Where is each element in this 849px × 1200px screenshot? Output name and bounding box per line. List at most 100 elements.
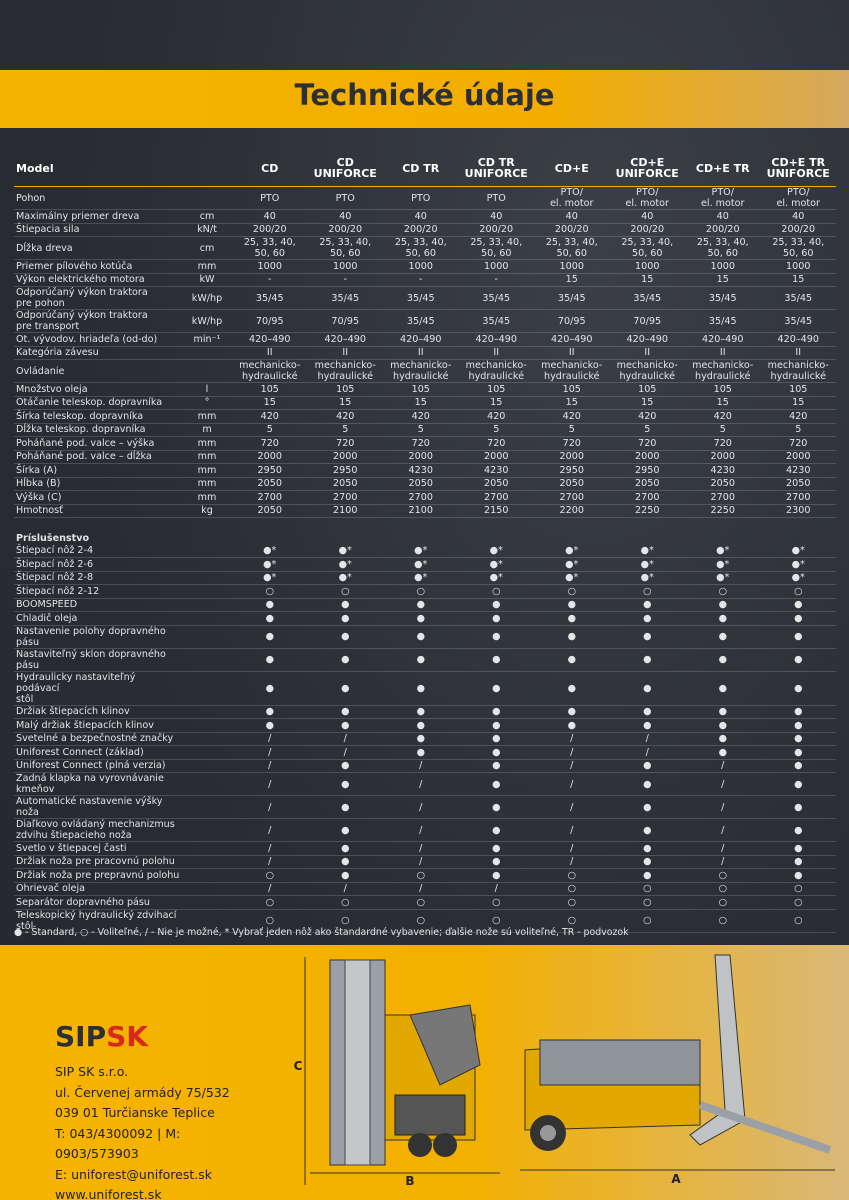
cell: - (383, 273, 459, 287)
cell: ○ (383, 895, 459, 910)
cell: / (685, 759, 761, 773)
row-label: Uniforest Connect (plná verzia) (14, 759, 182, 773)
cell: / (383, 772, 459, 796)
row-label: Štiepacia sila (14, 223, 182, 237)
cell: ● (232, 718, 308, 733)
cell: ● (383, 598, 459, 612)
cell: / (534, 759, 610, 773)
cell: 40 (232, 209, 308, 224)
cell: 1000 (609, 259, 685, 274)
cell: 105 (685, 382, 761, 397)
row-label: Pohon (14, 186, 182, 210)
cell: ● (307, 705, 383, 719)
cell: 2250 (685, 504, 761, 518)
cell: / (534, 795, 610, 819)
cell: 1000 (760, 259, 836, 274)
cell: ● (307, 841, 383, 856)
address: SIP SK s.r.o. ul. Červenej armády 75/532 0… (55, 1062, 230, 1200)
row-label: Držiak noža pre pracovnú polohu (14, 855, 182, 869)
cell: ● (458, 772, 534, 796)
row-label: Hmotnosť (14, 504, 182, 518)
accessory-row: Držiak štiepacích klinov ● ● ● ● ● ● ● ● (14, 705, 836, 719)
accessory-row: Držiak noža pre pracovnú polohu / ● / ● / ● / ● (14, 855, 836, 869)
model-header: CD TR (383, 150, 459, 187)
cell: ○ (307, 584, 383, 599)
row-unit (182, 855, 232, 869)
row-unit (182, 732, 232, 746)
cell: 2000 (685, 450, 761, 464)
cell: - (307, 273, 383, 287)
cell: ○ (232, 895, 308, 910)
cell: mechanicko- hydraulické (458, 359, 534, 383)
cell: mechanicko- hydraulické (609, 359, 685, 383)
cell: ● (383, 625, 459, 649)
cell: ○ (760, 882, 836, 896)
cell: 420 (534, 409, 610, 424)
row-label: Nastaviteľný sklon dopravného pásu (14, 648, 182, 672)
cell: ● (760, 855, 836, 869)
accessory-row: Svetlo v štiepacej časti / ● / ● / ● / ● (14, 841, 836, 856)
row-unit (182, 598, 232, 612)
row-unit: m (182, 423, 232, 437)
cell: / (232, 882, 308, 896)
cell: ●* (232, 571, 308, 585)
cell: 2050 (609, 477, 685, 491)
cell: 200/20 (383, 223, 459, 237)
cell: ○ (458, 895, 534, 910)
cell: 5 (307, 423, 383, 437)
cell: ● (383, 611, 459, 626)
cell: ● (760, 625, 836, 649)
cell: 1000 (458, 259, 534, 274)
cell: 720 (760, 436, 836, 451)
cell: / (685, 795, 761, 819)
spec-row: Šírka (A) mm 2950 2950 4230 4230 2950 2950 4230 4… (14, 463, 836, 478)
cell: ●* (685, 571, 761, 585)
cell: 35/45 (685, 286, 761, 310)
row-label: Chladič oleja (14, 611, 182, 626)
address-line: SIP SK s.r.o. (55, 1064, 129, 1079)
cell: ● (307, 818, 383, 842)
cell: ○ (534, 895, 610, 910)
header-row: Model CD CD UNIFORCE CD TR CD TR UNIFORCE CD… (14, 150, 836, 187)
cell: II (458, 346, 534, 360)
cell: ● (383, 671, 459, 706)
logo-right: SK (106, 1020, 148, 1053)
cell: ●* (458, 557, 534, 572)
cell: PTO (307, 186, 383, 210)
row-label: Svetlo v štiepacej časti (14, 841, 182, 856)
accessory-row: Hydraulicky nastaviteľný podávací stôl ● ●… (14, 671, 836, 706)
cell: ● (760, 745, 836, 760)
cell: ● (685, 625, 761, 649)
accessory-row: Zadná klapka na vyrovnávanie kmeňov / ● / ● /… (14, 772, 836, 796)
cell: 1000 (307, 259, 383, 274)
cell: 2150 (458, 504, 534, 518)
cell: - (232, 273, 308, 287)
cell: / (232, 759, 308, 773)
row-label: Dĺžka teleskop. dopravníka (14, 423, 182, 437)
cell: ● (609, 868, 685, 883)
cell: 2000 (232, 450, 308, 464)
accessory-row: Uniforest Connect (plná verzia) / ● / ● / ● / ● (14, 759, 836, 773)
cell: 35/45 (232, 286, 308, 310)
row-label: Štiepací nôž 2-12 (14, 584, 182, 599)
cell: 5 (760, 423, 836, 437)
cell: 2200 (534, 504, 610, 518)
row-label: Teleskopický hydraulický zdvihací stôl (14, 909, 182, 933)
cell: ○ (609, 882, 685, 896)
dim-label-c: C (294, 1059, 303, 1073)
cell: ● (609, 611, 685, 626)
row-label: Šírka teleskop. dopravníka (14, 409, 182, 424)
cell: 25, 33, 40, 50, 60 (383, 236, 459, 260)
spec-row: Ovládanie mechanicko- hydraulické mechanic… (14, 359, 836, 383)
cell: mechanicko- hydraulické (232, 359, 308, 383)
row-label: Zadná klapka na vyrovnávanie kmeňov (14, 772, 182, 796)
cell: / (232, 772, 308, 796)
cell: ●* (307, 544, 383, 558)
cell: 40 (609, 209, 685, 224)
cell: ●* (534, 544, 610, 558)
cell: 4230 (760, 463, 836, 478)
cell: 420–490 (760, 332, 836, 347)
model-header: CD (232, 150, 308, 187)
cell: 420–490 (383, 332, 459, 347)
spec-row: Otáčanie teleskop. dopravníka ° 15 15 15 15 15… (14, 396, 836, 410)
